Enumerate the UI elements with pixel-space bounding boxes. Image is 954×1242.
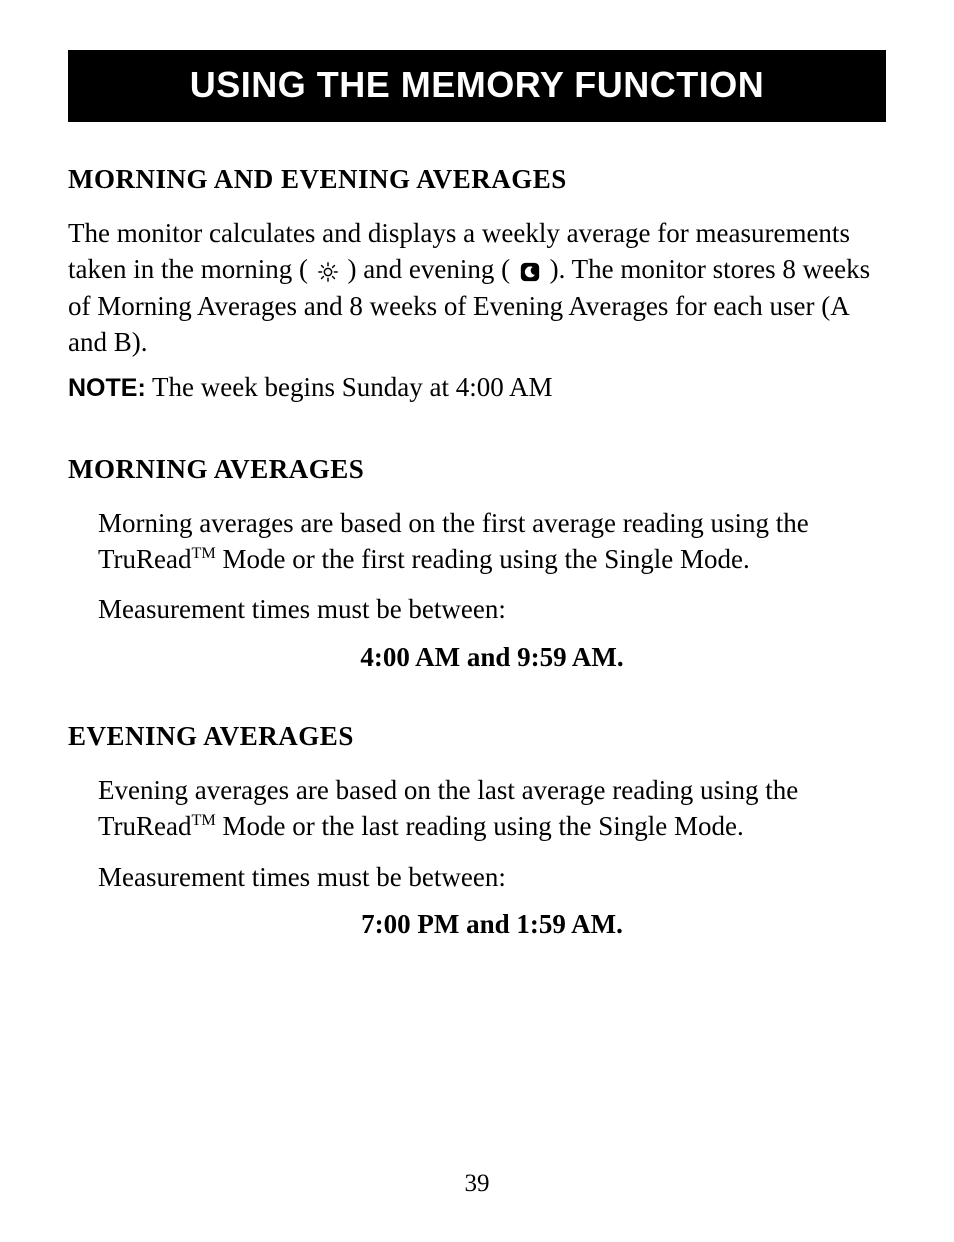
intro-text-b: ) and evening ( [347, 254, 510, 284]
trademark-symbol: TM [192, 811, 216, 829]
page-banner: USING THE MEMORY FUNCTION [68, 50, 886, 122]
morning-p2: Measurement times must be between: [98, 591, 886, 627]
intro-paragraph: The monitor calculates and displays a we… [68, 215, 886, 361]
morning-p1: Morning averages are based on the first … [98, 505, 886, 578]
page-number: 39 [0, 1170, 954, 1198]
heading-evening: EVENING AVERAGES [68, 721, 886, 752]
evening-time-range: 7:00 PM and 1:59 AM. [98, 909, 886, 940]
evening-p2: Measurement times must be between: [98, 859, 886, 895]
section-evening: EVENING AVERAGES Evening averages are ba… [68, 721, 886, 940]
moon-icon [519, 261, 541, 283]
heading-morning-evening: MORNING AND EVENING AVERAGES [68, 164, 886, 195]
evening-p1-b: Mode or the last reading using the Singl… [216, 811, 744, 841]
banner-title: USING THE MEMORY FUNCTION [190, 64, 765, 105]
trademark-symbol: TM [192, 544, 216, 562]
section-morning-evening: MORNING AND EVENING AVERAGES The monitor… [68, 164, 886, 406]
section-morning: MORNING AVERAGES Morning averages are ba… [68, 454, 886, 673]
heading-morning: MORNING AVERAGES [68, 454, 886, 485]
morning-time-range: 4:00 AM and 9:59 AM. [98, 642, 886, 673]
sun-icon [317, 261, 339, 283]
morning-p1-b: Mode or the first reading using the Sing… [216, 544, 750, 574]
evening-content: Evening averages are based on the last a… [68, 772, 886, 940]
note-text: The week begins Sunday at 4:00 AM [146, 372, 553, 402]
note-line: NOTE: The week begins Sunday at 4:00 AM [68, 369, 886, 406]
evening-p1: Evening averages are based on the last a… [98, 772, 886, 845]
morning-content: Morning averages are based on the first … [68, 505, 886, 673]
note-label: NOTE: [68, 374, 146, 402]
